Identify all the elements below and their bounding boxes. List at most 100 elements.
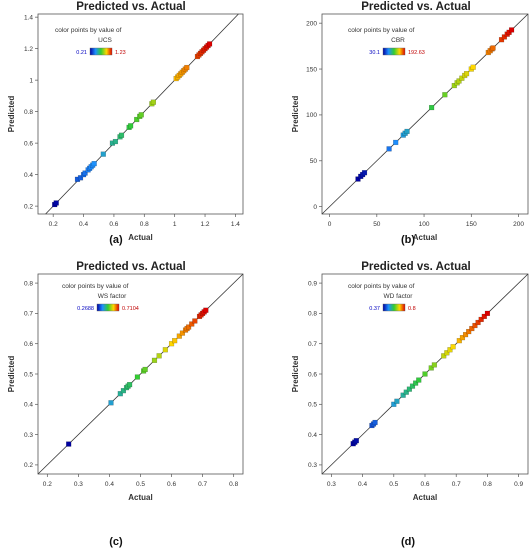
data-point [431,362,437,368]
legend-variable: WD factor [384,293,414,300]
data-point [463,71,470,77]
data-point [184,64,190,71]
data-point [117,391,123,397]
x-tick-label: 0.2 [43,481,52,488]
legend-variable: CBR [391,37,405,44]
data-point [451,82,457,89]
data-point [508,27,515,33]
y-tick-label: 0.8 [308,311,317,318]
x-tick-label: 0 [328,221,332,228]
data-point [206,41,213,47]
chart-panel-1: Predicted vs. Actual 0.2 0.4 0.6 0.8 1 1.2 1.4 0… [7,1,244,246]
data-point [372,419,378,426]
data-point [470,64,476,70]
data-point [118,132,125,138]
colorbar-max-label: 0.8 [408,306,416,312]
x-tick-label: 0.8 [483,481,492,488]
y-tick-label: 0.6 [308,371,317,378]
x-tick-label: 1 [173,221,177,228]
x-tick-label: 0.7 [452,481,461,488]
data-point [442,92,448,98]
y-tick-label: 0.2 [24,203,33,210]
y-tick-label: 1.2 [24,46,33,53]
data-point [156,353,162,359]
x-tick-label: 0.2 [49,221,58,228]
data-point [501,34,507,40]
data-point [394,398,400,404]
chart-title: Predicted vs. Actual [76,1,186,13]
data-point [459,335,466,341]
y-tick-label: 0.3 [308,462,317,469]
data-point [466,328,472,335]
x-tick-label: 0.8 [140,221,149,228]
data-point [391,401,397,407]
colorbar-max-label: 1.23 [115,50,126,56]
data-point [77,175,84,181]
data-point [186,324,192,330]
y-tick-label: 0.4 [24,172,33,179]
chart-panel-3: Predicted vs. Actual 0.2 0.3 0.4 0.5 0.6 0.7 0.… [7,261,244,548]
data-point [475,319,481,326]
chart-panel-2: Predicted vs. Actual 0 50 100 150 200 0 50 100 15… [291,1,529,246]
colorbar [382,47,406,56]
data-point [422,371,428,377]
y-tick-label: 0.7 [24,311,33,318]
data-point [355,176,361,182]
data-point [120,388,127,394]
data-point [134,374,140,380]
x-tick-label: 0.6 [109,221,118,228]
data-point [150,99,157,105]
data-point [138,112,144,118]
colorbar [89,47,113,56]
data-point [361,170,368,176]
chart-title: Predicted vs. Actual [361,1,471,13]
legend-title: color points by value of [348,27,415,34]
x-tick-label: 0.5 [136,481,145,488]
data-point [462,332,469,338]
x-tick-label: 150 [466,221,477,228]
colorbar-min-label: 0.37 [369,306,380,312]
y-tick-label: 0.9 [308,280,317,287]
legend-title: color points by value of [62,283,129,290]
data-point [429,104,435,111]
y-tick-label: 0.4 [308,432,317,439]
x-tick-label: 50 [373,221,381,228]
data-point [413,380,419,386]
y-tick-label: 0.8 [24,109,33,116]
y-tick-label: 0.4 [24,402,33,409]
data-point [393,139,399,146]
y-tick-label: 0.7 [308,341,317,348]
panel-label: (c) [109,536,123,548]
colorbar-max-label: 0.7104 [122,306,139,312]
data-point [472,322,478,329]
y-tick-label: 0.5 [308,402,317,409]
legend-variable: WS factor [98,293,127,300]
y-tick-label: 50 [310,158,318,165]
legend-title: color points by value of [348,283,415,290]
y-tick-label: 100 [306,112,317,119]
data-point [409,383,416,389]
x-axis-label: Actual [413,493,437,502]
data-point [441,353,447,359]
y-axis-label: Predicted [7,356,16,393]
data-point [386,146,392,152]
y-tick-label: 0.5 [24,371,33,378]
x-tick-label: 0.3 [327,481,336,488]
data-point [189,321,195,327]
y-tick-label: 0 [313,204,317,211]
data-point [142,366,148,373]
data-point [162,347,168,353]
x-axis-label: Actual [413,233,437,242]
chart-title: Predicted vs. Actual [76,261,186,273]
data-point [459,75,465,81]
colorbar-min-label: 0.21 [76,50,87,56]
x-tick-label: 0.8 [229,481,238,488]
y-tick-label: 0.3 [24,432,33,439]
panel-label: (a) [109,234,123,246]
data-point [506,29,512,35]
data-point [403,389,409,395]
y-axis-label: Predicted [291,96,300,133]
y-tick-label: 0.6 [24,140,33,147]
data-point [151,357,158,363]
